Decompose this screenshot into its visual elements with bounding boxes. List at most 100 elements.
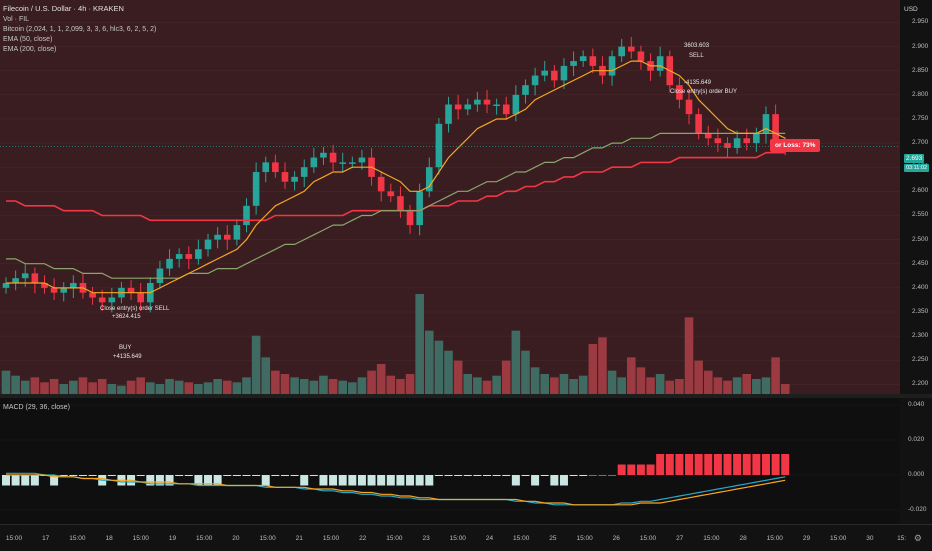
macd-histogram-bar <box>425 475 434 486</box>
time-axis-label: 15:00 <box>322 535 340 542</box>
volume-bar <box>732 377 742 394</box>
candle-body <box>310 157 318 168</box>
candle-body <box>272 162 279 173</box>
volume-bar <box>713 377 723 394</box>
candle-body <box>50 287 58 293</box>
macd-histogram-bar <box>329 475 338 486</box>
time-axis-label: 26 <box>612 535 620 542</box>
close-buy-label: Close entry(s) order BUY <box>670 89 738 95</box>
macd-histogram-bar <box>685 454 694 475</box>
candle-body <box>454 104 462 110</box>
sell-profit-label: -4135.649 <box>684 80 712 86</box>
price-axis-label: 2.900 <box>912 42 929 50</box>
candle-body <box>551 70 558 81</box>
macd-histogram-bar <box>742 454 751 475</box>
signal-line <box>6 474 786 506</box>
symbol-title[interactable]: Filecoin / U.S. Dollar · 4h · KRAKEN <box>3 4 124 13</box>
volume-bar <box>299 379 309 394</box>
macd-histogram-bar <box>357 475 366 486</box>
candle-body <box>185 254 193 259</box>
time-axis-label: 15:00 <box>830 535 847 542</box>
volume-bar <box>309 380 319 394</box>
volume-bar <box>261 357 271 394</box>
macd-axis[interactable] <box>900 398 932 524</box>
macd-legend[interactable]: MACD (29, 36, close) <box>3 404 70 411</box>
macd-histogram-bar <box>483 475 491 476</box>
price-axis-label: 2.850 <box>912 66 929 74</box>
price-axis-label: 2.600 <box>912 187 929 195</box>
candle-body <box>262 162 270 173</box>
candle-body <box>300 167 308 177</box>
volume-bar <box>424 330 434 394</box>
price-pane[interactable] <box>0 0 900 394</box>
time-axis-label: 29 <box>802 535 811 542</box>
volume-bar <box>117 385 126 394</box>
candle-body <box>41 283 48 288</box>
volume-bar <box>11 375 20 394</box>
volume-bar <box>251 335 261 394</box>
volume-bar <box>761 377 771 394</box>
candle-body <box>175 254 183 259</box>
buy-label: BUY <box>119 345 132 351</box>
macd-histogram-bar <box>540 475 549 476</box>
macd-histogram-bar <box>646 464 655 475</box>
macd-histogram-bar <box>511 475 520 486</box>
currency-label[interactable]: USD <box>904 6 918 13</box>
macd-histogram-bar <box>78 475 87 476</box>
macd-histogram-bar <box>2 475 10 486</box>
loss-pill[interactable]: or Loss: 73% <box>770 139 821 152</box>
volume-bar <box>184 382 194 394</box>
volume-bar <box>703 370 713 394</box>
volume-bar <box>665 380 675 394</box>
volume-bar <box>473 377 482 394</box>
macd-histogram-bar <box>434 475 443 476</box>
price-axis-label: 2.550 <box>912 211 929 219</box>
time-axis-label: 20 <box>232 535 240 542</box>
macd-axis-label: 0.040 <box>908 401 925 408</box>
volume-bar <box>684 317 694 394</box>
candle-body <box>358 157 366 163</box>
volume-bar <box>569 379 578 394</box>
time-axis[interactable] <box>0 524 932 551</box>
ema50-legend[interactable]: EMA (50, close) <box>3 36 53 43</box>
macd-axis-label: -0.020 <box>908 506 927 513</box>
candle-body <box>329 152 337 163</box>
time-axis-label: 15:00 <box>639 535 657 542</box>
candle-body <box>502 104 510 115</box>
time-axis-label: 18 <box>105 535 113 542</box>
macd-histogram-bar <box>531 475 540 486</box>
time-axis-label: 27 <box>676 535 684 542</box>
volume-bar <box>742 374 752 394</box>
ema-fast-line <box>6 60 786 294</box>
candle-body <box>166 258 173 269</box>
settings-gear-icon[interactable]: ⚙ <box>913 533 922 543</box>
volume-legend[interactable]: Vol · FIL <box>3 16 30 23</box>
time-axis-label: 15:00 <box>5 535 23 542</box>
volume-bar <box>636 367 646 394</box>
bitcoin-indicator-legend[interactable]: Bitcoin (2,024, 1, 1, 2,099, 3, 3, 6, hl… <box>3 26 157 33</box>
macd-axis-label: 0.020 <box>908 436 925 443</box>
macd-histogram-bar <box>377 475 386 486</box>
price-axis-label: 2.450 <box>912 259 929 267</box>
close-sell-value: +3624.415 <box>112 314 141 320</box>
candle-body <box>637 51 645 62</box>
macd-histogram-bar <box>88 475 97 476</box>
volume-bar <box>1 370 11 394</box>
candle-body <box>70 283 77 288</box>
price-axis[interactable] <box>900 0 932 394</box>
volume-bar <box>771 357 780 394</box>
candle-body <box>60 287 68 293</box>
candle-body <box>695 114 702 134</box>
buy-value: +4135.649 <box>113 354 142 360</box>
price-axis-label: 2.400 <box>912 283 929 291</box>
candle-body <box>762 114 770 134</box>
countdown-tag: 03:11:02 <box>904 164 930 172</box>
ema200-legend[interactable]: EMA (200, close) <box>3 46 57 53</box>
candle-body <box>531 75 539 86</box>
macd-histogram-bar <box>232 475 241 476</box>
candle-body <box>560 65 568 81</box>
volume-bar <box>752 379 761 394</box>
volume-bar <box>617 377 626 394</box>
time-axis-label: 15:00 <box>386 535 403 542</box>
pane-divider[interactable] <box>0 394 932 398</box>
